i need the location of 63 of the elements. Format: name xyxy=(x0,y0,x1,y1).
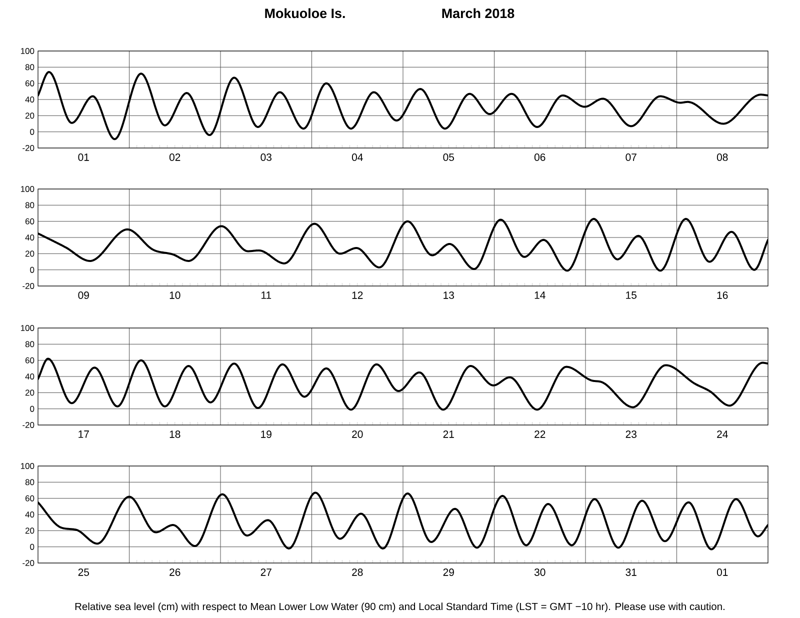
y-tick-label: 0 xyxy=(30,128,34,135)
y-tick-label: 40 xyxy=(25,512,34,518)
x-tick-label: 14 xyxy=(534,292,546,299)
y-tick-label: 40 xyxy=(25,96,34,102)
x-tick-label: 06 xyxy=(534,154,546,161)
y-tick-label: 20 xyxy=(25,390,34,396)
y-tick-label: 100 xyxy=(20,48,34,54)
y-tick-label: 0 xyxy=(30,266,34,273)
y-tick-label: 80 xyxy=(25,479,34,486)
y-tick-label: 0 xyxy=(30,544,34,550)
x-tick-label: 01 xyxy=(716,568,728,576)
y-tick-label: 80 xyxy=(25,341,34,348)
y-tick-label: -20 xyxy=(22,283,34,289)
y-tick-label: 80 xyxy=(25,202,34,208)
x-tick-label: 21 xyxy=(443,430,454,438)
x-tick-label: 24 xyxy=(717,430,728,438)
y-tick-label: -20 xyxy=(22,560,34,566)
x-tick-label: 02 xyxy=(169,154,180,161)
y-tick-label: 20 xyxy=(25,250,34,257)
y-tick-label: 100 xyxy=(20,325,34,331)
y-tick-label: 60 xyxy=(26,495,34,502)
x-tick-label: 08 xyxy=(716,154,728,161)
y-tick-label: 100 xyxy=(20,463,34,469)
x-tick-label: 10 xyxy=(170,292,180,299)
x-tick-label: 04 xyxy=(352,154,363,161)
x-tick-label: 25 xyxy=(78,568,89,576)
x-tick-label: 23 xyxy=(626,430,636,438)
y-tick-label: -20 xyxy=(22,145,34,151)
y-tick-label: -20 xyxy=(22,422,34,428)
y-tick-label: 20 xyxy=(25,112,34,119)
x-tick-label: 29 xyxy=(443,568,454,576)
x-tick-label: 01 xyxy=(78,154,89,161)
x-tick-label: 19 xyxy=(261,430,272,438)
x-tick-label: 12 xyxy=(352,292,363,299)
x-tick-label: 31 xyxy=(626,568,636,576)
chart-title: Mokuoloe Is. xyxy=(265,8,345,18)
x-tick-label: 07 xyxy=(626,154,636,161)
x-tick-label: 30 xyxy=(534,568,546,576)
x-tick-label: 03 xyxy=(260,154,272,161)
y-tick-label: 20 xyxy=(25,528,34,534)
x-tick-label: 13 xyxy=(444,292,454,299)
y-tick-label: 40 xyxy=(25,374,34,380)
x-tick-label: 28 xyxy=(352,568,363,576)
x-tick-label: 20 xyxy=(352,430,363,438)
x-tick-label: 18 xyxy=(170,430,180,438)
y-tick-label: 0 xyxy=(30,406,34,412)
y-tick-label: 60 xyxy=(26,357,34,364)
x-tick-label: 09 xyxy=(78,292,89,299)
x-tick-label: 22 xyxy=(534,430,546,438)
x-tick-label: 26 xyxy=(170,568,180,576)
x-tick-label: 16 xyxy=(717,292,728,299)
text: Relative sea level (cm) with respect to Mean Lower Low Water (90 cm) and Local Standard Time (LST = GMT −10 hr). Please use with caution. xyxy=(75,602,724,612)
chart-subtitle: March 2018 xyxy=(442,8,514,18)
x-tick-label: 11 xyxy=(261,292,272,299)
y-tick-label: 60 xyxy=(26,80,34,86)
y-tick-label: 100 xyxy=(20,186,34,192)
y-tick-label: 80 xyxy=(25,64,34,70)
y-tick-label: 40 xyxy=(25,234,34,240)
x-tick-label: 05 xyxy=(443,154,454,161)
x-tick-label: 17 xyxy=(78,430,89,438)
y-tick-label: 60 xyxy=(26,218,34,224)
x-tick-label: 15 xyxy=(626,292,636,299)
x-tick-label: 27 xyxy=(260,568,272,576)
